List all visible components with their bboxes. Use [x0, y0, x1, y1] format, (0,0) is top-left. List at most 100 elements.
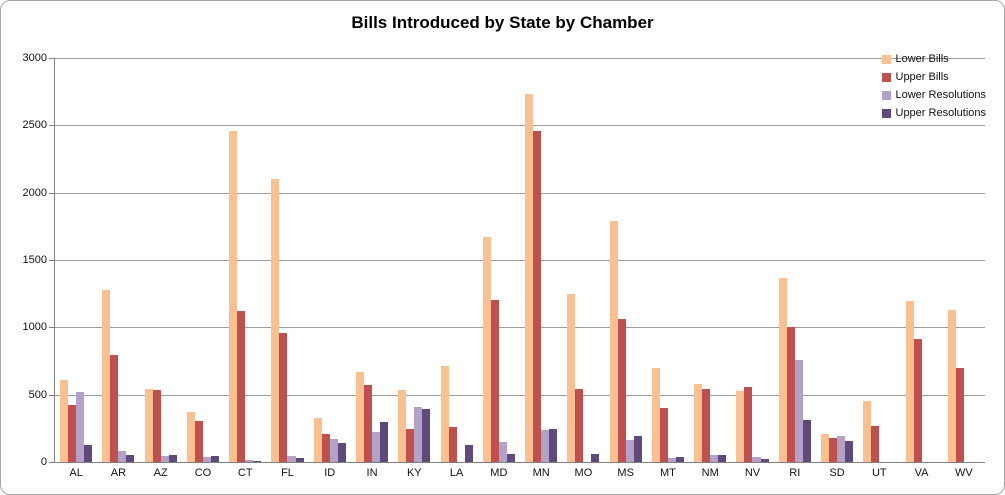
y-axis-tick — [49, 192, 54, 194]
bar-MN-upper-bills — [533, 131, 542, 462]
legend-swatch-icon — [881, 54, 891, 64]
x-axis-label-CT: CT — [237, 467, 253, 479]
bar-group-AR: AR — [97, 58, 139, 479]
bar-AL-lower-resolutions — [76, 391, 85, 462]
x-axis-label-MT: MT — [660, 467, 676, 479]
bar-group-LA: LA — [435, 58, 477, 479]
bar-NV-upper-resolutions — [760, 458, 769, 462]
y-axis-tick — [49, 327, 54, 329]
bar-group-AZ: AZ — [140, 58, 182, 479]
x-axis-label-IN: IN — [366, 467, 378, 479]
bar-ID-upper-resolutions — [337, 443, 346, 462]
bar-MO-upper-resolutions — [591, 453, 600, 462]
bar-CT-lower-bills — [229, 131, 238, 462]
x-axis-label-ID: ID — [324, 467, 336, 479]
bar-NV-upper-bills — [744, 386, 753, 462]
bar-SD-lower-bills — [820, 433, 829, 462]
bar-group-IN: IN — [351, 58, 393, 479]
bar-AZ-upper-bills — [152, 389, 161, 462]
bar-RI-upper-resolutions — [802, 420, 811, 462]
legend-swatch-icon — [881, 90, 891, 100]
bar-MD-upper-bills — [490, 299, 499, 462]
bar-IN-lower-resolutions — [372, 431, 381, 462]
bar-KY-upper-bills — [406, 429, 415, 462]
bar-UT-upper-bills — [871, 425, 880, 462]
x-axis-label-VA: VA — [914, 467, 929, 479]
gridline-1000 — [55, 327, 985, 329]
bar-VA-upper-bills — [913, 338, 922, 462]
bar-FL-lower-bills — [271, 178, 280, 462]
bar-group-SD: SD — [816, 58, 858, 479]
x-axis-label-AL: AL — [69, 467, 83, 479]
legend-label: Upper Bills — [895, 71, 949, 83]
bar-RI-lower-resolutions — [794, 360, 803, 462]
bar-MS-upper-bills — [617, 319, 626, 462]
bar-LA-lower-bills — [440, 365, 449, 462]
bar-NM-upper-bills — [702, 388, 711, 462]
bar-NM-lower-resolutions — [710, 455, 719, 462]
bar-group-MS: MS — [605, 58, 647, 479]
y-axis-label: 2500 — [22, 119, 47, 132]
bar-group-RI: RI — [774, 58, 816, 479]
bar-MO-upper-bills — [575, 388, 584, 462]
legend-item-upper-bills: Upper Bills — [881, 71, 987, 83]
bar-ID-lower-resolutions — [329, 439, 338, 462]
y-axis-tick — [49, 125, 54, 127]
bar-KY-lower-bills — [398, 389, 407, 462]
y-axis-label: 500 — [28, 388, 47, 401]
bar-group-MD: MD — [478, 58, 520, 479]
bar-MT-lower-bills — [651, 367, 660, 462]
bar-UT-lower-bills — [863, 400, 872, 462]
legend-label: Upper Resolutions — [895, 107, 987, 119]
gridline-500 — [55, 394, 985, 396]
bar-CT-upper-bills — [237, 310, 246, 462]
bar-AR-lower-resolutions — [118, 450, 127, 462]
x-axis-label-MS: MS — [617, 467, 634, 479]
bar-RI-upper-bills — [786, 326, 795, 462]
legend-label: Lower Bills — [895, 53, 949, 65]
legend-item-upper-resolutions: Upper Resolutions — [881, 107, 987, 119]
bar-MD-upper-resolutions — [506, 453, 515, 462]
bar-NV-lower-bills — [736, 391, 745, 462]
bar-group-WV: WV — [943, 58, 985, 479]
bar-MT-upper-resolutions — [675, 457, 684, 462]
x-axis-label-AZ: AZ — [153, 467, 168, 479]
y-axis-label: 0 — [40, 456, 47, 468]
bar-MD-lower-bills — [482, 237, 491, 462]
bar-group-NV: NV — [731, 58, 773, 479]
y-axis-label: 2000 — [22, 186, 47, 199]
x-axis-label-NM: NM — [701, 467, 719, 479]
x-axis-label-LA: LA — [449, 467, 464, 479]
y-axis-label: 1000 — [22, 321, 47, 334]
bar-AR-lower-bills — [102, 289, 111, 462]
gridline-2500 — [55, 125, 985, 127]
y-axis-tick — [49, 462, 54, 463]
bar-LA-upper-bills — [448, 427, 457, 462]
bar-AL-upper-bills — [68, 405, 77, 462]
bar-MS-lower-bills — [609, 220, 618, 462]
x-axis-label-MO: MO — [574, 467, 593, 479]
bar-NM-lower-bills — [694, 383, 703, 462]
bar-group-UT: UT — [858, 58, 900, 479]
bar-group-CO: CO — [182, 58, 224, 479]
legend-label: Lower Resolutions — [895, 89, 987, 101]
x-axis-label-RI: RI — [789, 467, 801, 479]
bar-KY-lower-resolutions — [414, 406, 423, 462]
bar-CT-upper-resolutions — [253, 460, 262, 462]
legend-swatch-icon — [881, 108, 891, 118]
bar-AR-upper-bills — [110, 354, 119, 462]
bar-SD-lower-resolutions — [837, 436, 846, 462]
bar-group-MT: MT — [647, 58, 689, 479]
bar-VA-lower-bills — [905, 301, 914, 462]
bar-MS-lower-resolutions — [625, 440, 634, 462]
bar-MO-lower-bills — [567, 293, 576, 462]
gridline-2000 — [55, 192, 985, 194]
bar-FL-upper-resolutions — [295, 457, 304, 462]
y-axis-tick — [49, 394, 54, 396]
y-axis-label: 1500 — [22, 254, 47, 266]
bar-AZ-lower-bills — [144, 388, 153, 462]
bar-MT-upper-bills — [659, 408, 668, 462]
x-axis-label-FL: FL — [281, 467, 294, 479]
y-axis-label: 3000 — [22, 52, 47, 64]
bar-SD-upper-resolutions — [845, 441, 854, 462]
